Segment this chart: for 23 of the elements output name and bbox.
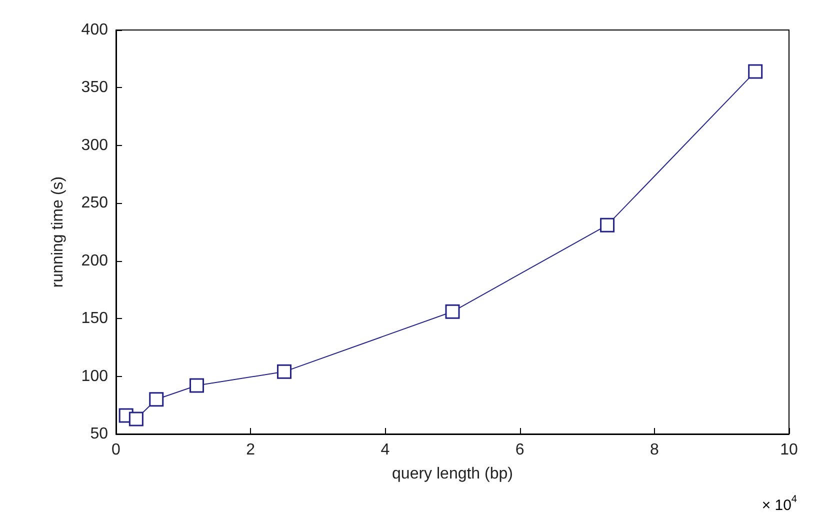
- point: [277, 364, 292, 379]
- y-tick-label: 200: [81, 252, 108, 270]
- point: [600, 218, 615, 232]
- x-tick-label: 8: [650, 442, 659, 458]
- x-axis-title: query length (bp): [392, 466, 513, 482]
- x-tick-label: 0: [112, 442, 121, 458]
- y-tick-label: 100: [81, 368, 108, 385]
- y-axis-title: running time (s): [50, 176, 66, 288]
- x-tick-label: 4: [380, 442, 390, 458]
- y-tick-label: 400: [81, 22, 108, 38]
- point: [190, 378, 204, 393]
- y-tick-label: 50: [90, 426, 108, 442]
- y-tick-label: 250: [81, 194, 108, 212]
- x-tick-label: 10: [780, 442, 798, 458]
- x-tick-label: 2: [246, 442, 256, 458]
- y-tick-label: 300: [81, 136, 108, 154]
- point: [445, 304, 460, 319]
- y-tick-label: 350: [81, 79, 108, 96]
- x-tick-label: 6: [515, 442, 524, 458]
- y-tick-label: 150: [81, 310, 108, 328]
- point: [128, 412, 144, 426]
- point: [149, 392, 164, 407]
- point: [748, 64, 763, 79]
